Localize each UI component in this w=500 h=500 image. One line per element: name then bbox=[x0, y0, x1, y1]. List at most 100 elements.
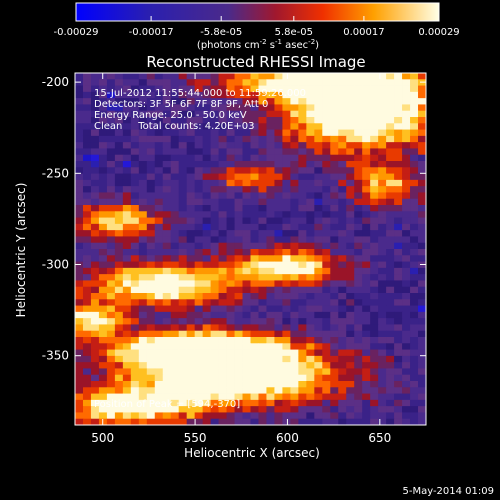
heatmap-cell bbox=[130, 343, 140, 350]
heatmap-cell bbox=[354, 374, 363, 382]
heatmap-cell bbox=[346, 179, 355, 187]
heatmap-cell bbox=[154, 205, 164, 212]
heatmap-cell bbox=[250, 173, 259, 181]
heatmap-cell bbox=[354, 318, 363, 325]
heatmap-cell bbox=[98, 123, 108, 130]
heatmap-cell bbox=[266, 179, 275, 187]
heatmap-cell bbox=[130, 117, 140, 124]
heatmap-cell bbox=[338, 236, 347, 244]
heatmap-cell bbox=[202, 337, 212, 344]
heatmap-cell bbox=[178, 142, 188, 149]
heatmap-cell bbox=[370, 167, 379, 174]
heatmap-cell bbox=[75, 412, 84, 420]
heatmap-cell bbox=[114, 324, 124, 332]
heatmap-cell bbox=[290, 91, 299, 99]
heatmap-cell bbox=[394, 418, 403, 426]
heatmap-cell bbox=[322, 418, 331, 426]
heatmap-cell bbox=[75, 242, 84, 250]
heatmap-cell bbox=[186, 274, 196, 281]
heatmap-cell bbox=[290, 148, 299, 156]
heatmap-cell bbox=[82, 249, 92, 256]
heatmap-cell bbox=[266, 324, 275, 332]
heatmap-cell bbox=[178, 324, 188, 332]
heatmap-cell bbox=[226, 179, 235, 187]
heatmap-cell bbox=[258, 142, 267, 149]
heatmap-cell bbox=[378, 368, 387, 376]
heatmap-cell bbox=[410, 412, 419, 420]
heatmap-cell bbox=[338, 142, 347, 149]
heatmap-cell bbox=[242, 104, 251, 112]
heatmap-cell bbox=[370, 387, 379, 394]
heatmap-cell bbox=[218, 173, 227, 181]
heatmap-cell bbox=[138, 337, 148, 344]
heatmap-cell bbox=[266, 355, 275, 363]
heatmap-cell bbox=[298, 135, 307, 143]
heatmap-cell bbox=[106, 318, 116, 325]
heatmap-cell bbox=[330, 318, 339, 325]
heatmap-cell bbox=[290, 79, 299, 86]
heatmap-cell bbox=[250, 299, 259, 306]
heatmap-cell bbox=[418, 274, 427, 281]
heatmap-cell bbox=[114, 104, 124, 112]
heatmap-cell bbox=[378, 186, 387, 193]
heatmap-cell bbox=[282, 274, 291, 281]
heatmap-cell bbox=[378, 387, 387, 394]
heatmap-cell bbox=[202, 311, 212, 319]
heatmap-cell bbox=[306, 123, 315, 130]
heatmap-cell bbox=[250, 79, 259, 86]
heatmap-cell bbox=[106, 98, 116, 105]
heatmap-cell bbox=[82, 399, 92, 407]
heatmap-cell bbox=[202, 198, 212, 206]
heatmap-cell bbox=[418, 406, 427, 413]
heatmap-cell bbox=[418, 192, 427, 200]
heatmap-cell bbox=[370, 381, 379, 388]
heatmap-cell bbox=[290, 299, 299, 306]
heatmap-cell bbox=[306, 299, 315, 306]
heatmap-cell bbox=[282, 161, 291, 168]
heatmap-cell bbox=[386, 305, 395, 313]
heatmap-cell bbox=[386, 110, 395, 118]
heatmap-cell bbox=[394, 337, 403, 344]
heatmap-cell bbox=[146, 286, 156, 294]
heatmap-cell bbox=[154, 349, 164, 357]
heatmap-cell bbox=[226, 236, 235, 244]
heatmap-cell bbox=[162, 337, 172, 344]
heatmap-cell bbox=[154, 148, 164, 156]
heatmap-cell bbox=[146, 368, 156, 376]
heatmap-cell bbox=[290, 374, 299, 382]
heatmap-cell bbox=[146, 305, 156, 313]
heatmap-cell bbox=[306, 355, 315, 363]
heatmap-cell bbox=[90, 343, 100, 350]
heatmap-cell bbox=[162, 154, 172, 162]
heatmap-cell bbox=[370, 393, 379, 401]
heatmap-cell bbox=[242, 318, 251, 325]
heatmap-cell bbox=[306, 85, 315, 93]
heatmap-cell bbox=[146, 255, 156, 262]
heatmap-cell bbox=[186, 374, 196, 382]
heatmap-cell bbox=[354, 167, 363, 174]
heatmap-cell bbox=[98, 261, 108, 269]
heatmap-cell bbox=[218, 412, 227, 420]
heatmap-cell bbox=[218, 230, 227, 237]
heatmap-cell bbox=[114, 91, 124, 99]
heatmap-cell bbox=[186, 223, 196, 231]
heatmap-cell bbox=[82, 355, 92, 363]
heatmap-cell bbox=[178, 343, 188, 350]
heatmap-cell bbox=[282, 217, 291, 225]
heatmap-cell bbox=[266, 236, 275, 244]
heatmap-cell bbox=[258, 324, 267, 332]
heatmap-cell bbox=[338, 311, 347, 319]
heatmap-cell bbox=[298, 205, 307, 212]
heatmap-cell bbox=[274, 374, 283, 382]
heatmap-cell bbox=[98, 293, 108, 300]
heatmap-cell bbox=[282, 123, 291, 130]
heatmap-cell bbox=[354, 104, 363, 112]
heatmap-cell bbox=[146, 249, 156, 256]
heatmap-cell bbox=[298, 91, 307, 99]
heatmap-cell bbox=[402, 230, 411, 237]
heatmap-cell bbox=[410, 173, 419, 181]
heatmap-cell bbox=[274, 406, 283, 413]
heatmap-cell bbox=[202, 349, 212, 357]
heatmap-cell bbox=[274, 161, 283, 168]
